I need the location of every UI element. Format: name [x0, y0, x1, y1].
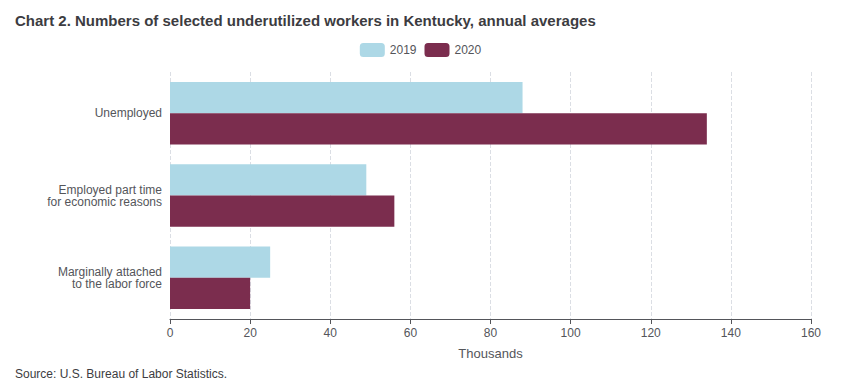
svg-text:for economic reasons: for economic reasons	[47, 195, 162, 209]
svg-text:140: 140	[721, 326, 741, 340]
svg-text:Employed part time: Employed part time	[58, 182, 162, 197]
svg-text:100: 100	[561, 326, 581, 340]
svg-text:to the labor force: to the labor force	[72, 277, 162, 291]
svg-text:Source: U.S. Bureau of Labor S: Source: U.S. Bureau of Labor Statistics.	[15, 367, 227, 381]
svg-text:Marginally attached: Marginally attached	[57, 264, 162, 279]
svg-text:20: 20	[243, 326, 257, 340]
svg-text:2019: 2019	[390, 43, 417, 57]
svg-text:Chart 2. Numbers of selected u: Chart 2. Numbers of selected underutiliz…	[15, 12, 596, 29]
svg-text:60: 60	[404, 326, 418, 340]
svg-text:0: 0	[167, 326, 174, 340]
svg-text:160: 160	[801, 326, 821, 340]
svg-text:80: 80	[484, 326, 498, 340]
svg-text:Thousands: Thousands	[458, 346, 523, 361]
svg-text:120: 120	[641, 326, 661, 340]
svg-text:Unemployed: Unemployed	[95, 106, 162, 120]
svg-text:40: 40	[324, 326, 338, 340]
svg-text:2020: 2020	[455, 43, 482, 57]
